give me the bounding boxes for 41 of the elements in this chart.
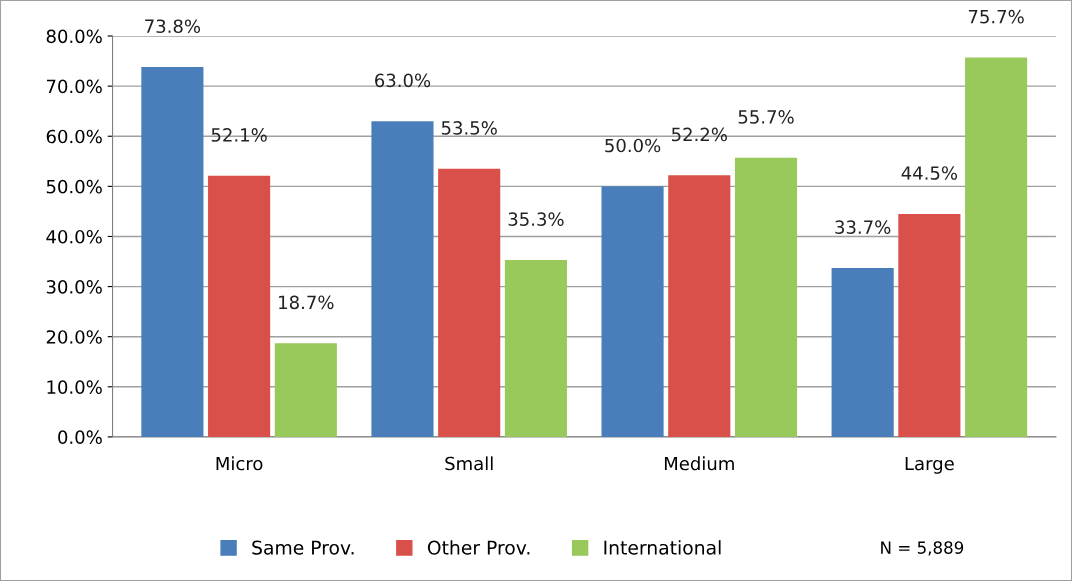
data-label: 75.7% xyxy=(968,9,1024,24)
x-tick-label: Micro xyxy=(216,456,263,471)
y-tick-label: 60.0% xyxy=(46,129,102,144)
data-label: 18.7% xyxy=(279,295,334,310)
bar xyxy=(371,121,434,437)
data-label: 44.5% xyxy=(901,166,958,180)
data-label: 50.0% xyxy=(605,138,661,153)
data-label: 53.5% xyxy=(441,121,497,135)
bar xyxy=(274,343,337,437)
data-label: 52.1% xyxy=(211,128,267,142)
y-tick-label: 0.0% xyxy=(58,430,102,445)
legend-label: International xyxy=(604,540,721,555)
y-tick-label: 50.0% xyxy=(46,179,102,194)
y-tick-label: 10.0% xyxy=(47,380,102,394)
legend-label: Other Prov. xyxy=(427,540,530,555)
data-label: 55.7% xyxy=(738,110,794,124)
bar xyxy=(438,168,501,437)
bar xyxy=(668,175,731,437)
x-tick-label: Large xyxy=(905,456,954,474)
bar xyxy=(898,213,961,437)
y-tick-label: 30.0% xyxy=(46,280,102,294)
bar xyxy=(965,57,1028,437)
bar xyxy=(831,268,894,437)
bar xyxy=(208,175,271,437)
y-tick-label: 20.0% xyxy=(46,330,102,344)
data-label: 35.3% xyxy=(508,212,564,226)
y-tick-label: 70.0% xyxy=(46,79,102,94)
bar xyxy=(601,186,664,437)
data-label: 52.2% xyxy=(672,127,727,142)
x-tick-label: Small xyxy=(445,456,493,471)
x-tick-label: Medium xyxy=(664,456,734,471)
y-tick-label: 40.0% xyxy=(46,229,102,244)
bar xyxy=(734,157,798,437)
bar xyxy=(504,260,567,437)
text: N = 5,889 xyxy=(881,541,964,556)
bar xyxy=(141,67,204,437)
data-label: 73.8% xyxy=(145,19,201,34)
legend-label: Same Prov. xyxy=(252,540,354,555)
data-label: 63.0% xyxy=(375,73,431,88)
data-label: 33.7% xyxy=(835,220,891,234)
y-tick-label: 80.0% xyxy=(46,29,102,44)
